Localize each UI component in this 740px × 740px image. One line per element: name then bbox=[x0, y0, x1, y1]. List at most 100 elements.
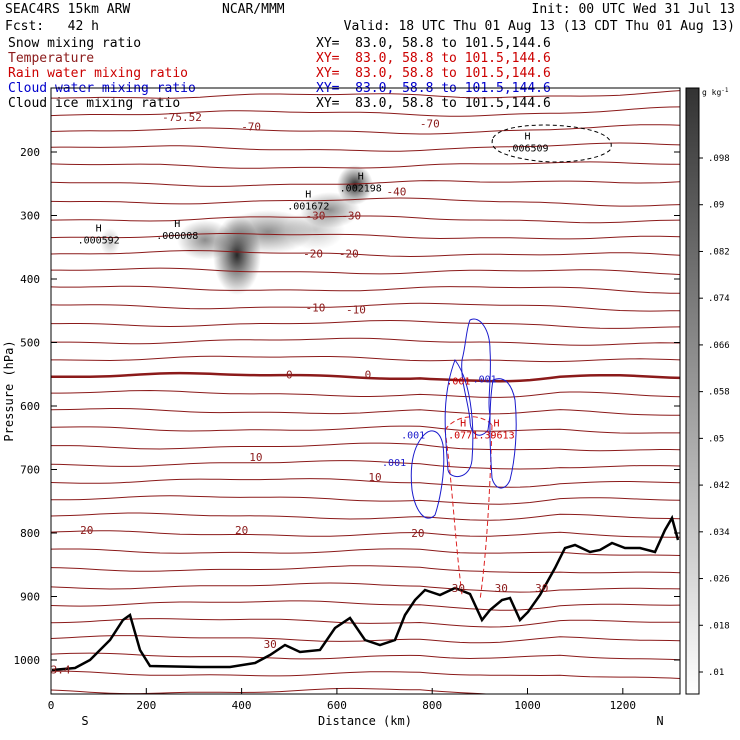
isotherm bbox=[51, 285, 680, 294]
maximum-value: .001672 bbox=[287, 202, 329, 213]
isotherm bbox=[51, 233, 680, 240]
x-tick-label: 600 bbox=[327, 699, 347, 712]
y-tick-label: 500 bbox=[20, 337, 40, 350]
isotherm bbox=[51, 319, 680, 329]
x-tick-label: 1000 bbox=[514, 699, 541, 712]
x-axis: 0 200 400 600 800 1000 1200 bbox=[48, 688, 636, 712]
legend-cloud-ice-name: Cloud ice mixing ratio bbox=[8, 96, 181, 111]
zero-isotherm bbox=[51, 371, 680, 383]
isotherm bbox=[51, 215, 680, 224]
temperature-label: -30 bbox=[341, 210, 361, 223]
colorbar-label: .026 bbox=[708, 575, 730, 585]
rain-label: .001 bbox=[446, 377, 470, 388]
cloud-water-labels: .001.001.001 bbox=[382, 375, 497, 469]
isotherm bbox=[51, 267, 680, 276]
temperature-label: 20 bbox=[411, 527, 424, 540]
maximum-value: .006509 bbox=[506, 143, 548, 154]
x-tick-label: 200 bbox=[136, 699, 156, 712]
temperature-label: -40 bbox=[387, 185, 407, 198]
isotherm bbox=[51, 652, 680, 661]
colorbar-label: .042 bbox=[708, 481, 730, 491]
maximum-value: .0771 bbox=[448, 430, 478, 441]
rain-labels: .001 bbox=[446, 377, 470, 388]
center-title: NCAR/MMM bbox=[222, 2, 285, 17]
isotherm bbox=[51, 670, 680, 680]
colorbar-label: .034 bbox=[708, 528, 730, 538]
isotherm bbox=[51, 249, 680, 258]
y-tick-label: 200 bbox=[20, 146, 40, 159]
y-tick-label: 600 bbox=[20, 400, 40, 413]
isotherm bbox=[51, 106, 680, 117]
temperature-label: 30 bbox=[452, 582, 465, 595]
temperature-label: -10 bbox=[306, 302, 326, 315]
cloud-water-label: .001 bbox=[382, 458, 406, 469]
colorbar-label: .098 bbox=[708, 154, 730, 164]
maximum-value: .39613 bbox=[478, 430, 514, 441]
colorbar-label: .018 bbox=[708, 621, 730, 631]
maximum-marker: H bbox=[358, 171, 364, 182]
isotherm bbox=[51, 180, 680, 187]
temperature-label: 20 bbox=[235, 524, 248, 537]
temperature-label: 0 bbox=[365, 368, 372, 381]
colorbar-label: .074 bbox=[708, 294, 730, 304]
cloud-ice-contour bbox=[491, 124, 612, 163]
isotherm bbox=[51, 460, 680, 470]
colorbar: .01 .018 .026 .034 .042 .05 .058 .066 .074 .082 .0… bbox=[685, 87, 730, 695]
isotherm bbox=[51, 302, 680, 312]
isotherm bbox=[51, 161, 680, 169]
maximum-marker: H bbox=[96, 223, 102, 234]
init-time: Init: 00 UTC Wed 31 Jul 13 bbox=[531, 2, 736, 17]
isotherm bbox=[51, 442, 680, 452]
temperature-label: 30 bbox=[495, 582, 508, 595]
isotherm bbox=[51, 425, 680, 434]
isotherm bbox=[51, 530, 680, 538]
cloud-water-contours bbox=[410, 318, 517, 519]
isotherm bbox=[51, 408, 680, 416]
y-tick-label: 800 bbox=[20, 527, 40, 540]
rain-contours bbox=[444, 416, 493, 601]
y-axis-label: Pressure (hPa) bbox=[2, 340, 16, 441]
colorbar-unit: g kg-1 bbox=[702, 87, 729, 97]
isotherm bbox=[51, 512, 680, 521]
temperature-label: 10 bbox=[249, 451, 262, 464]
cloud-water-label: .001 bbox=[473, 375, 497, 386]
maximum-value: .000592 bbox=[78, 235, 120, 246]
temperature-labels: -70 -70 -75.52 -40 -30 -30 -20 -20 -10 -10 0 0 10 10 2… bbox=[51, 111, 549, 676]
isotherm bbox=[51, 495, 680, 505]
isotherm bbox=[51, 548, 680, 557]
temperature-label: -30 bbox=[306, 210, 326, 223]
legend-snow-xy: XY= 83.0, 58.8 to 101.5,144.6 bbox=[316, 36, 551, 51]
isotherm bbox=[51, 687, 631, 694]
isotherm bbox=[51, 565, 680, 574]
temperature-label: 30 bbox=[264, 638, 277, 651]
temperature-label: 30 bbox=[535, 582, 548, 595]
isotherm bbox=[51, 478, 680, 488]
colorbar-label: .09 bbox=[708, 201, 724, 211]
isotherm bbox=[51, 90, 680, 99]
isotherm bbox=[51, 600, 680, 611]
maximum-value: .002198 bbox=[340, 183, 382, 194]
temperature-label: -70 bbox=[241, 121, 261, 134]
colorbar-label: .058 bbox=[708, 388, 730, 398]
x-tick-label: 1200 bbox=[610, 699, 637, 712]
temperature-label: 10 bbox=[368, 471, 381, 484]
terrain-line bbox=[51, 514, 680, 672]
temperature-label: -20 bbox=[303, 248, 323, 261]
temperature-label: 3.4 bbox=[51, 664, 71, 677]
y-tick-label: 900 bbox=[20, 591, 40, 604]
temperature-label: -70 bbox=[420, 117, 440, 130]
y-tick-label: 700 bbox=[20, 464, 40, 477]
maxima-labels: H.000592H.000008H.001672H.002198H.006509… bbox=[78, 131, 549, 441]
maximum-value: .000008 bbox=[156, 231, 198, 242]
isotherm bbox=[51, 389, 680, 398]
temperature-label: -10 bbox=[346, 303, 366, 316]
colorbar-label: .01 bbox=[708, 668, 724, 678]
x-tick-label: 0 bbox=[48, 699, 55, 712]
maximum-marker: H bbox=[305, 190, 311, 201]
maximum-marker: H bbox=[494, 418, 500, 429]
south-endpoint: S bbox=[81, 714, 88, 728]
legend-rain-xy: XY= 83.0, 58.8 to 101.5,144.6 bbox=[316, 66, 551, 81]
temperature-label: -20 bbox=[339, 248, 359, 261]
legend-snow-name: Snow mixing ratio bbox=[8, 36, 142, 51]
